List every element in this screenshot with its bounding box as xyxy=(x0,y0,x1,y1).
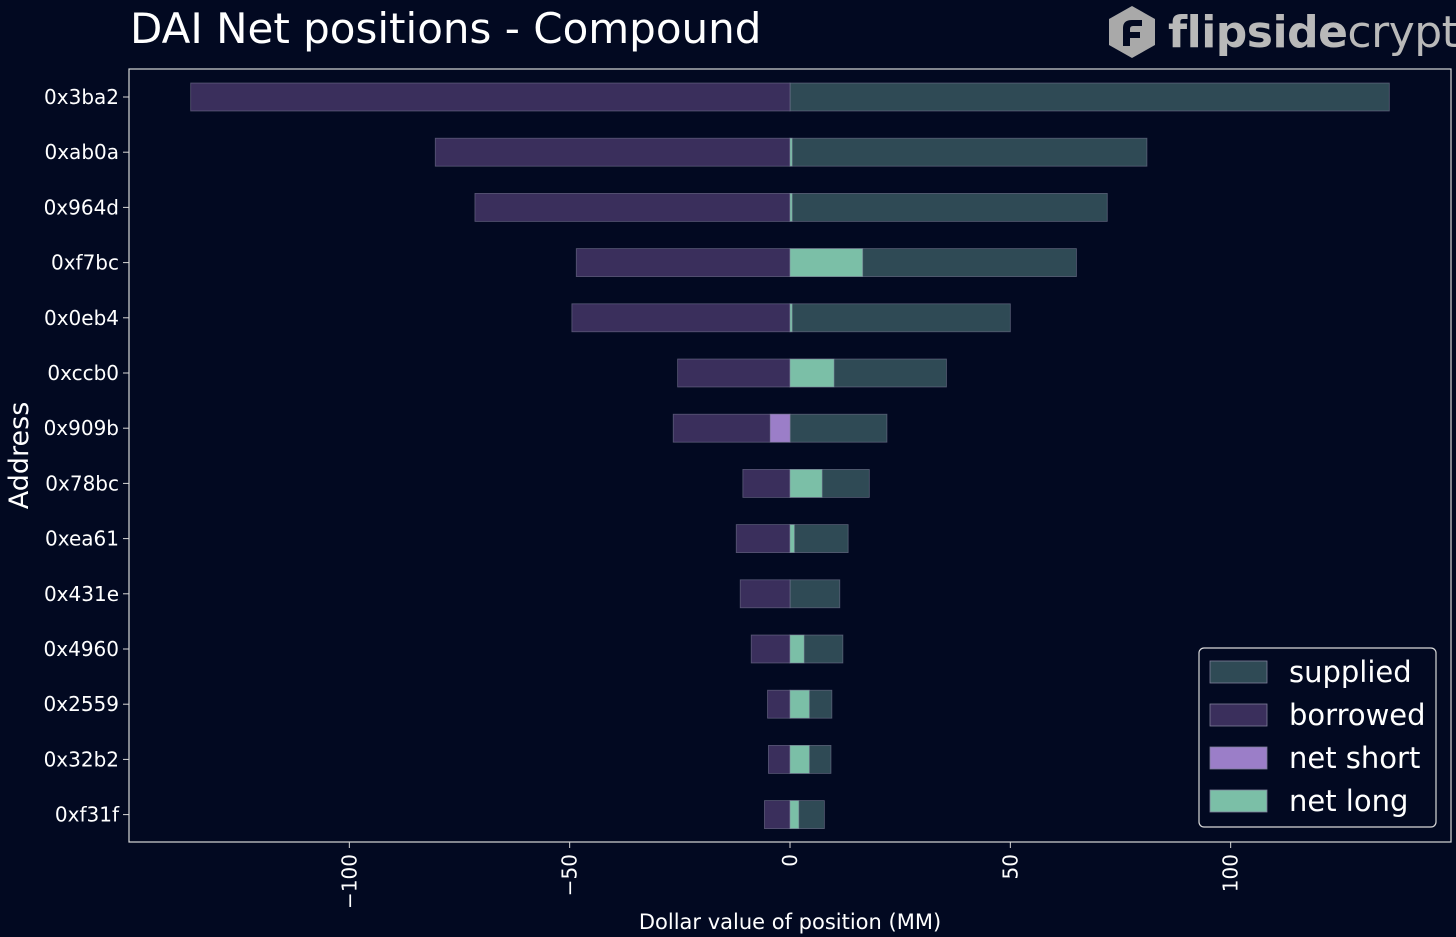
bar-net-long-0x2559 xyxy=(789,689,810,719)
bar-net-long-0x4960 xyxy=(789,634,805,664)
bar-supplied-0x964d xyxy=(789,192,1108,222)
bar-net-long-0x32b2 xyxy=(789,745,810,774)
bar-borrowed-0x78bc xyxy=(742,468,791,498)
x-tick-label: 50 xyxy=(998,854,1022,879)
y-axis: 0x3ba2 0xab0a 0x964d 0xf7bc 0x0eb4 0xccb0 0x90… xyxy=(4,85,129,827)
bar-supplied-0x909b xyxy=(789,413,888,443)
legend-label: supplied xyxy=(1289,655,1412,689)
x-tick-label: 0 xyxy=(778,854,802,867)
bars-layer xyxy=(190,82,1390,829)
bar-supplied-0x431e xyxy=(789,579,841,609)
bar-borrowed-0x3ba2 xyxy=(190,82,791,112)
legend-swatch-supplied xyxy=(1209,660,1268,684)
legend-label: net short xyxy=(1289,741,1420,775)
bar-supplied-0xab0a xyxy=(789,137,1148,167)
y-tick-label: 0xf7bc xyxy=(51,251,119,275)
y-tick-label: 0xf31f xyxy=(55,803,120,827)
bar-net-long-0x964d xyxy=(789,192,793,222)
x-tick-label: −100 xyxy=(337,854,361,909)
y-tick-label: 0x32b2 xyxy=(44,747,119,771)
x-tick-label: 100 xyxy=(1219,854,1243,892)
flipside-logo: flipsidecrypto xyxy=(1106,4,1456,60)
bar-borrowed-0xea61 xyxy=(735,524,791,553)
bar-borrowed-0x964d xyxy=(474,192,791,222)
y-tick-label: 0xab0a xyxy=(45,140,120,164)
legend-swatch-borrowed xyxy=(1209,703,1268,727)
bar-borrowed-0x4960 xyxy=(750,634,791,664)
y-tick-label: 0x4960 xyxy=(44,637,119,661)
legend-swatch-net-short xyxy=(1209,746,1268,770)
bar-borrowed-0x2559 xyxy=(767,689,791,719)
bar-borrowed-0xccb0 xyxy=(677,358,791,388)
bar-borrowed-0xf7bc xyxy=(575,248,791,278)
legend-swatch-net-long xyxy=(1209,789,1268,813)
bar-borrowed-0x32b2 xyxy=(768,745,791,774)
x-tick-label: −50 xyxy=(558,854,582,896)
flipside-logo-text: flipsidecrypto xyxy=(1168,6,1456,58)
legend-label: borrowed xyxy=(1289,698,1426,732)
y-tick-label: 0xccb0 xyxy=(47,361,119,385)
bar-borrowed-0x0eb4 xyxy=(571,303,791,333)
y-tick-label: 0x431e xyxy=(44,582,119,606)
legend-box xyxy=(1198,647,1437,828)
x-axis: −100 −50 0 50 100 Dollar value of position (M… xyxy=(337,842,1243,934)
bar-borrowed-0x431e xyxy=(739,579,791,609)
bar-supplied-0x0eb4 xyxy=(789,303,1011,333)
bar-net-long-0xab0a xyxy=(789,137,793,167)
legend-label: net long xyxy=(1289,784,1408,818)
bar-net-long-0xf7bc xyxy=(789,248,864,278)
y-tick-label: 0x78bc xyxy=(45,471,119,495)
bar-net-long-0xf31f xyxy=(789,800,800,829)
bar-borrowed-0xab0a xyxy=(434,137,791,167)
y-axis-label: Address xyxy=(4,402,35,510)
y-tick-label: 0x0eb4 xyxy=(44,306,119,330)
bar-net-long-0xccb0 xyxy=(789,358,835,388)
bar-net-long-0xea61 xyxy=(789,524,795,553)
y-tick-label: 0x909b xyxy=(44,416,119,440)
bar-net-long-0x78bc xyxy=(789,468,823,498)
y-tick-label: 0xea61 xyxy=(45,527,119,551)
bar-net-short-0x909b xyxy=(769,413,791,443)
y-tick-label: 0x964d xyxy=(44,195,119,219)
bar-net-long-0x0eb4 xyxy=(789,303,793,333)
legend: supplied borrowed net short net long xyxy=(1198,647,1437,828)
bar-supplied-0xea61 xyxy=(789,524,849,553)
y-tick-label: 0x2559 xyxy=(44,692,119,716)
y-tick-label: 0x3ba2 xyxy=(44,85,119,109)
flipside-logo-icon xyxy=(1109,6,1155,58)
chart-title: DAI Net positions - Compound xyxy=(130,4,762,53)
bar-supplied-0x3ba2 xyxy=(789,82,1390,112)
x-axis-label: Dollar value of position (MM) xyxy=(639,910,941,934)
bar-borrowed-0xf31f xyxy=(764,800,791,829)
